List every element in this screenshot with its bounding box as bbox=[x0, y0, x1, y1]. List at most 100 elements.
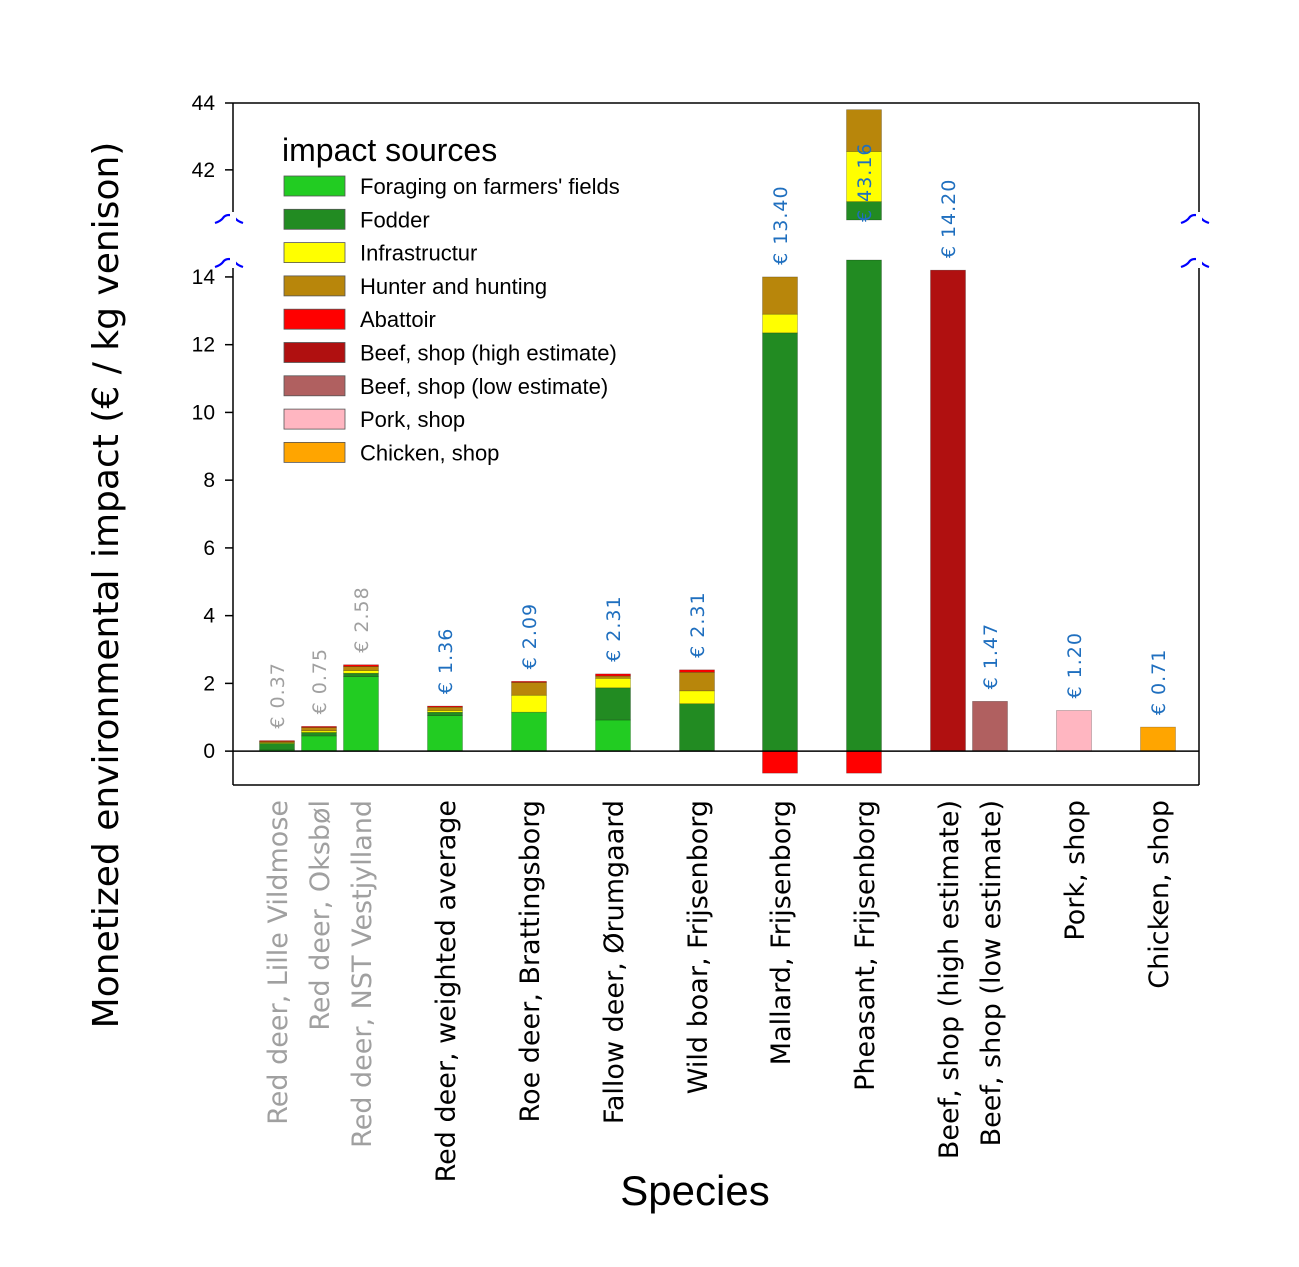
bar-segment-hunter bbox=[679, 671, 715, 692]
legend-items: Foraging on farmers' fields Fodder Infrast… bbox=[283, 174, 620, 465]
category-label: Fallow deer, Ørumgaard bbox=[599, 800, 630, 1124]
legend-label: Abattoir bbox=[360, 307, 436, 332]
bar-segment-infrastructure bbox=[595, 678, 631, 689]
bar-segment-hunter bbox=[595, 675, 631, 679]
y-tick-label: 4 bbox=[203, 605, 215, 628]
bar-value-label: € 43.16 bbox=[854, 142, 876, 222]
bar-segment-abattoir bbox=[762, 750, 798, 774]
bar-segment-abattoir bbox=[846, 750, 882, 774]
bar-segment-abattoir bbox=[259, 740, 295, 742]
axis-break-mark bbox=[1180, 257, 1210, 269]
bar-segment-foraging bbox=[301, 735, 337, 752]
bar-value-label: € 2.31 bbox=[603, 595, 625, 661]
y-tick-label: 0 bbox=[203, 740, 215, 763]
bar-segment-beef_low bbox=[972, 701, 1008, 752]
category-label: Beef, shop (high estimate) bbox=[934, 800, 965, 1159]
legend-title: impact sources bbox=[282, 132, 497, 168]
bar-segment-chicken bbox=[1140, 726, 1176, 752]
plot-frame bbox=[232, 102, 1200, 786]
category-label: Red deer, Lille Vildmose bbox=[263, 800, 294, 1125]
legend-label: Infrastructur bbox=[360, 241, 477, 266]
bar-segment-abattoir bbox=[343, 664, 379, 667]
legend-label: Beef, shop (high estimate) bbox=[360, 341, 617, 366]
legend-swatch bbox=[283, 175, 346, 197]
axis-break-mark bbox=[214, 213, 244, 225]
axis-break-gap bbox=[1196, 212, 1202, 224]
bar-value-label: € 13.40 bbox=[770, 185, 792, 265]
axis-break-gap bbox=[230, 212, 236, 224]
y-axis-title: Monetized environmental impact (€ / kg v… bbox=[86, 142, 127, 1029]
bar-segment-fodder bbox=[679, 703, 715, 752]
x-axis-title: Species bbox=[620, 1167, 769, 1214]
y-axis: 0 2 4 6 8 10 12 14 42 44 bbox=[192, 92, 233, 763]
bar-segment-foraging bbox=[427, 715, 463, 752]
y-tick-label: 14 bbox=[192, 266, 216, 289]
category-label: Chicken, shop bbox=[1144, 800, 1175, 989]
y-tick-label: 12 bbox=[192, 334, 215, 357]
legend-swatch bbox=[283, 408, 346, 430]
bar-segment-pork bbox=[1056, 710, 1092, 752]
y-tick-label: 10 bbox=[192, 401, 215, 424]
category-label: Wild boar, Frijsenborg bbox=[683, 800, 714, 1094]
bar-value-label: € 14.20 bbox=[938, 179, 960, 259]
bar-segment-infrastructure bbox=[511, 694, 547, 713]
bar-segment-foraging bbox=[511, 711, 547, 752]
category-labels: Red deer, Lille Vildmose Red deer, Oksbøl… bbox=[263, 800, 1175, 1182]
category-label: Red deer, weighted average bbox=[431, 800, 462, 1182]
bar-segment-beef_high bbox=[930, 269, 966, 752]
bar-segment-abattoir bbox=[427, 705, 463, 708]
category-label: Roe deer, Brattingsborg bbox=[515, 800, 546, 1122]
legend-label: Pork, shop bbox=[360, 407, 465, 432]
bar-segment-hunter bbox=[343, 666, 379, 671]
bar-value-label: € 2.31 bbox=[687, 591, 709, 657]
bar-segment-abattoir bbox=[511, 681, 547, 683]
axis-break-marks bbox=[214, 212, 1210, 269]
legend-label: Hunter and hunting bbox=[360, 274, 547, 299]
y-tick-label: 42 bbox=[192, 159, 215, 182]
bar-segment-hunter bbox=[427, 706, 463, 711]
legend: impact sources Foraging on farmers' fiel… bbox=[282, 132, 620, 465]
legend-label: Beef, shop (low estimate) bbox=[360, 374, 608, 399]
axis-break-mark bbox=[214, 257, 244, 269]
bar-value-label: € 0.37 bbox=[267, 662, 289, 728]
bar-segment-hunter bbox=[846, 109, 882, 152]
legend-swatch bbox=[283, 208, 346, 230]
bar-value-label: € 0.75 bbox=[309, 648, 331, 714]
bar-segment-abattoir bbox=[301, 726, 337, 728]
category-label: Beef, shop (low estimate) bbox=[976, 800, 1007, 1146]
bar-value-label: € 1.47 bbox=[980, 623, 1002, 689]
legend-swatch bbox=[283, 441, 346, 463]
bar-segment-fodder bbox=[259, 743, 295, 750]
category-label: Red deer, Oksbøl bbox=[305, 800, 336, 1031]
bar-segment-infrastructure bbox=[343, 670, 379, 674]
legend-swatch bbox=[283, 308, 346, 330]
bar-segment-foraging bbox=[343, 676, 379, 752]
category-label: Pheasant, Frijsenborg bbox=[850, 800, 881, 1091]
axis-break-gap bbox=[230, 256, 236, 268]
legend-label: Fodder bbox=[360, 207, 430, 232]
bar-segment-fodder bbox=[427, 711, 463, 716]
bar-value-label: € 1.20 bbox=[1064, 632, 1086, 698]
category-label: Red deer, NST Vestjylland bbox=[347, 800, 378, 1148]
bar-segment-hunter bbox=[762, 276, 798, 315]
bar-segment-fodder bbox=[762, 332, 798, 752]
bar-segment-hunter bbox=[301, 727, 337, 732]
bar-value-label: € 1.36 bbox=[435, 628, 457, 694]
bar-segment-abattoir bbox=[679, 669, 715, 673]
bar-segment-hunter bbox=[511, 682, 547, 696]
legend-label: Foraging on farmers' fields bbox=[360, 174, 620, 199]
axis-break-gap bbox=[1196, 256, 1202, 268]
bar-segment-foraging bbox=[595, 719, 631, 752]
bar-segment-infrastructure bbox=[679, 690, 715, 705]
axis-break-mark bbox=[1180, 213, 1210, 225]
bar-value-label: € 0.71 bbox=[1148, 649, 1170, 715]
category-label: Mallard, Frijsenborg bbox=[766, 800, 797, 1065]
legend-label: Chicken, shop bbox=[360, 440, 499, 465]
legend-swatch bbox=[283, 242, 346, 264]
bar-segment-fodder bbox=[595, 687, 631, 721]
bar-segment-fodder bbox=[301, 732, 337, 737]
legend-swatch bbox=[283, 342, 346, 363]
bar-segment-abattoir bbox=[595, 673, 631, 677]
